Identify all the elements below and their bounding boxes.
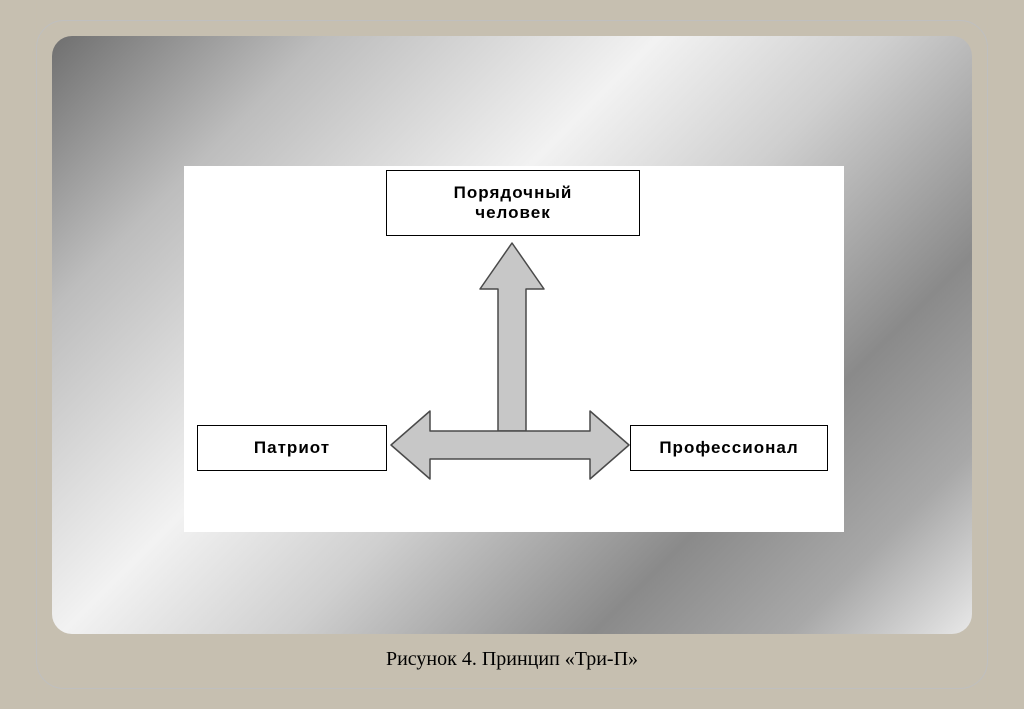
- page-background: Порядочный человек Патриот Профессионал …: [0, 0, 1024, 709]
- figure-caption: Рисунок 4. Принцип «Три-П»: [0, 648, 1024, 671]
- node-right-label: Профессионал: [659, 438, 798, 458]
- node-top: Порядочный человек: [386, 170, 640, 236]
- node-left: Патриот: [197, 425, 387, 471]
- caption-text: Рисунок 4. Принцип «Три-П»: [386, 648, 638, 670]
- node-right: Профессионал: [630, 425, 828, 471]
- node-left-label: Патриот: [254, 438, 330, 458]
- node-top-label: Порядочный человек: [454, 183, 573, 222]
